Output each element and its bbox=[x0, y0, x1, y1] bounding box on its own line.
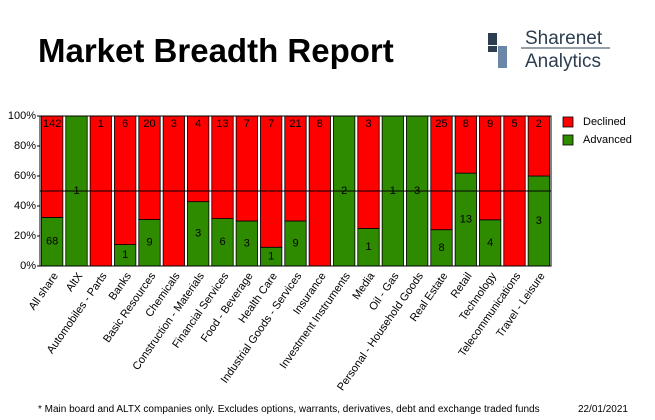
legend-swatch bbox=[562, 116, 574, 128]
data-label: 13 bbox=[460, 213, 472, 225]
data-label: 3 bbox=[171, 118, 177, 130]
data-label: 68 bbox=[46, 236, 58, 248]
plot-frame bbox=[39, 115, 552, 267]
data-label: 9 bbox=[146, 237, 152, 249]
data-label: 25 bbox=[435, 118, 447, 130]
bar-segment bbox=[479, 115, 502, 221]
legend-label: Declined bbox=[583, 116, 626, 128]
data-label: 142 bbox=[43, 118, 61, 130]
logo-mark bbox=[488, 33, 497, 45]
legend-label: Advanced bbox=[583, 134, 632, 146]
data-label: 3 bbox=[365, 118, 371, 130]
bar-segment bbox=[430, 115, 453, 231]
legend-swatch bbox=[562, 134, 574, 146]
logo: Sharenet Analytics bbox=[488, 28, 610, 72]
data-label: 1 bbox=[122, 249, 128, 261]
data-label: 3 bbox=[536, 215, 542, 227]
footnote: * Main board and ALTX companies only. Ex… bbox=[38, 404, 540, 415]
logo-mark bbox=[488, 46, 497, 52]
data-label: 3 bbox=[244, 237, 250, 249]
logo-text: Sharenet bbox=[525, 28, 603, 49]
data-label: 1 bbox=[98, 118, 104, 130]
bar-segment bbox=[235, 115, 258, 222]
y-tick-label: 80% bbox=[14, 140, 36, 152]
bar-segment bbox=[357, 115, 380, 229]
bar-segment bbox=[284, 115, 307, 222]
data-label: 13 bbox=[216, 118, 228, 130]
data-label: 8 bbox=[463, 118, 469, 130]
data-label: 2 bbox=[536, 118, 542, 130]
data-label: 20 bbox=[143, 118, 155, 130]
data-label: 1 bbox=[268, 251, 274, 263]
data-label: 6 bbox=[219, 236, 225, 248]
data-label: 9 bbox=[292, 237, 298, 249]
y-tick-label: 60% bbox=[14, 170, 36, 182]
bar-segment bbox=[260, 115, 283, 248]
data-label: 21 bbox=[289, 118, 301, 130]
data-label: 7 bbox=[244, 118, 250, 130]
date: 22/01/2021 bbox=[578, 404, 628, 415]
data-label: 7 bbox=[268, 118, 274, 130]
data-label: 3 bbox=[195, 228, 201, 240]
x-tick-label: All share bbox=[27, 271, 61, 313]
data-label: 4 bbox=[195, 118, 201, 130]
logo-text: Analytics bbox=[525, 51, 601, 72]
chart-title: Market Breadth Report bbox=[38, 32, 394, 69]
x-tick-label: AltX bbox=[64, 270, 86, 294]
y-tick-label: 100% bbox=[8, 110, 36, 122]
data-label: 5 bbox=[511, 118, 517, 130]
bar-segment bbox=[211, 115, 234, 219]
bar-segment bbox=[138, 115, 161, 220]
data-label: 8 bbox=[317, 118, 323, 130]
bar-segment bbox=[114, 115, 137, 245]
data-label: 4 bbox=[487, 237, 493, 249]
y-tick-label: 20% bbox=[14, 230, 36, 242]
y-tick-label: 40% bbox=[14, 200, 36, 212]
y-tick-label: 0% bbox=[20, 260, 36, 272]
data-label: 6 bbox=[122, 118, 128, 130]
data-label: 8 bbox=[438, 242, 444, 254]
data-label: 1 bbox=[365, 241, 371, 253]
data-label: 9 bbox=[487, 118, 493, 130]
logo-mark bbox=[498, 46, 507, 68]
bar-segment bbox=[41, 115, 64, 218]
